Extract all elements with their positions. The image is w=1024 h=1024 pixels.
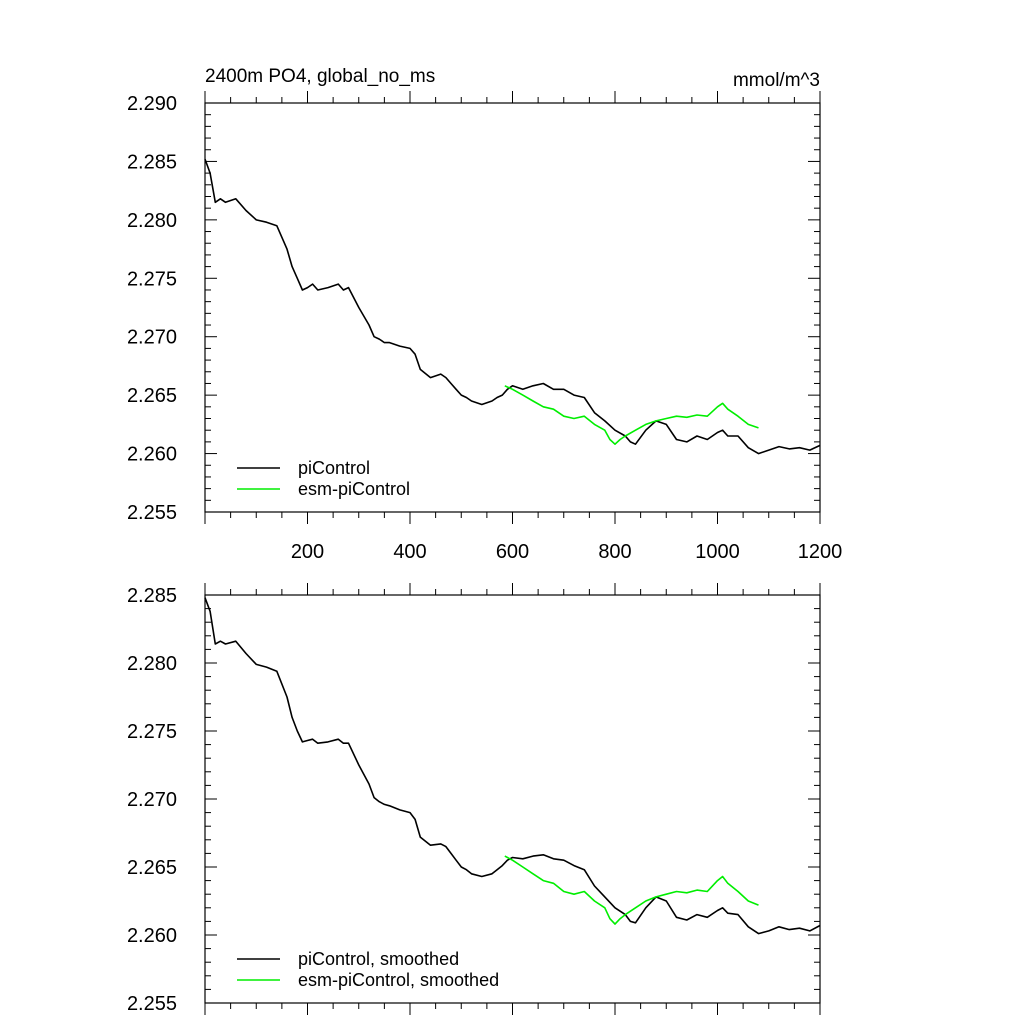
- plot-frame: [204, 102, 821, 513]
- chart-title: 2400m PO4, global_no_ms: [205, 66, 435, 87]
- x-tick-label: 800: [598, 541, 631, 563]
- y-tick-label: 2.270: [127, 327, 177, 349]
- y-tick-label: 2.265: [127, 385, 177, 407]
- y-tick-label: 2.280: [127, 210, 177, 232]
- x-tick-label: 600: [496, 541, 529, 563]
- y-tick-label: 2.255: [127, 993, 177, 1015]
- x-tick-label: 1200: [798, 541, 843, 563]
- y-tick-label: 2.280: [127, 653, 177, 675]
- y-tick-label: 2.255: [127, 502, 177, 524]
- top-panel: 2.290 2.285 2.280 2.275 2.270 2.265 2.260 2.255…: [127, 66, 842, 563]
- y-tick-label: 2.285: [127, 585, 177, 607]
- legend-label: piControl: [298, 458, 370, 478]
- series-line-0: [204, 597, 821, 935]
- y-tick-label: 2.260: [127, 925, 177, 947]
- legend-label: esm-piControl, smoothed: [298, 970, 499, 990]
- legend-label: piControl, smoothed: [298, 949, 459, 969]
- legend-label: esm-piControl: [298, 479, 410, 499]
- y-tick-label: 2.270: [127, 789, 177, 811]
- y-tick-label: 2.275: [127, 721, 177, 743]
- x-tick-label: 1000: [695, 541, 740, 563]
- y-tick-label: 2.290: [127, 93, 177, 115]
- series-line-0: [204, 158, 821, 455]
- y-tick-label: 2.265: [127, 857, 177, 879]
- plot-frame: [204, 594, 821, 1004]
- chart-units: mmol/m^3: [733, 70, 820, 91]
- x-tick-label: 400: [393, 541, 426, 563]
- y-tick-label: 2.275: [127, 268, 177, 290]
- bottom-panel: 2.285 2.280 2.275 2.270 2.265 2.260 2.255 piCon…: [127, 583, 821, 1015]
- y-tick-label: 2.285: [127, 151, 177, 173]
- y-tick-label: 2.260: [127, 444, 177, 466]
- series-line-1: [504, 385, 759, 446]
- series-line-1: [504, 855, 759, 925]
- x-tick-label: 200: [291, 541, 324, 563]
